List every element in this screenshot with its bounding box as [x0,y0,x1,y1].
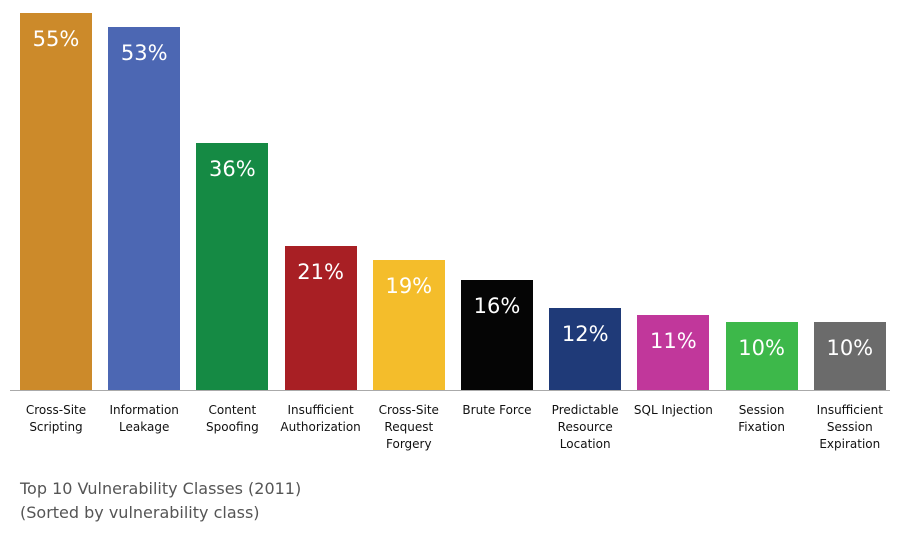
bar [461,280,533,390]
bar [108,26,181,390]
chart-title: Top 10 Vulnerability Classes (2011) [20,479,302,498]
x-tick-label: Insufficient Authorization [280,403,361,434]
x-tick-label: Insufficient Session Expiration [816,403,883,451]
x-tick-label: Predictable Resource Location [551,403,619,451]
x-tick-label: Cross-Site Request Forgery [378,403,439,451]
value-label: 55% [32,27,80,52]
x-tick-label: Content Spoofing [206,403,259,434]
value-label: 36% [209,157,256,182]
bar [196,143,269,390]
value-label: 11% [650,328,697,353]
x-tick-label: Brute Force [462,403,532,417]
value-label: 19% [385,273,433,298]
bar [813,321,886,390]
bar [725,321,798,390]
value-label: 16% [473,294,521,319]
bar [20,13,92,390]
value-label: 53% [120,40,168,65]
x-tick-label: SQL Injection [633,403,713,417]
value-label: 21% [297,260,344,285]
value-label: 10% [826,335,874,360]
bar [549,307,622,390]
x-axis-line [10,390,890,391]
bar [372,259,445,390]
bar [284,246,357,390]
value-label: 12% [561,321,609,346]
x-tick-label: Session Fixation [738,403,785,434]
x-tick-label: Cross-Site Scripting [25,403,87,434]
chart-subtitle: (Sorted by vulnerability class) [20,503,260,522]
value-label: 10% [738,335,785,360]
bar [637,314,710,390]
x-tick-label: Information Leakage [109,403,179,434]
